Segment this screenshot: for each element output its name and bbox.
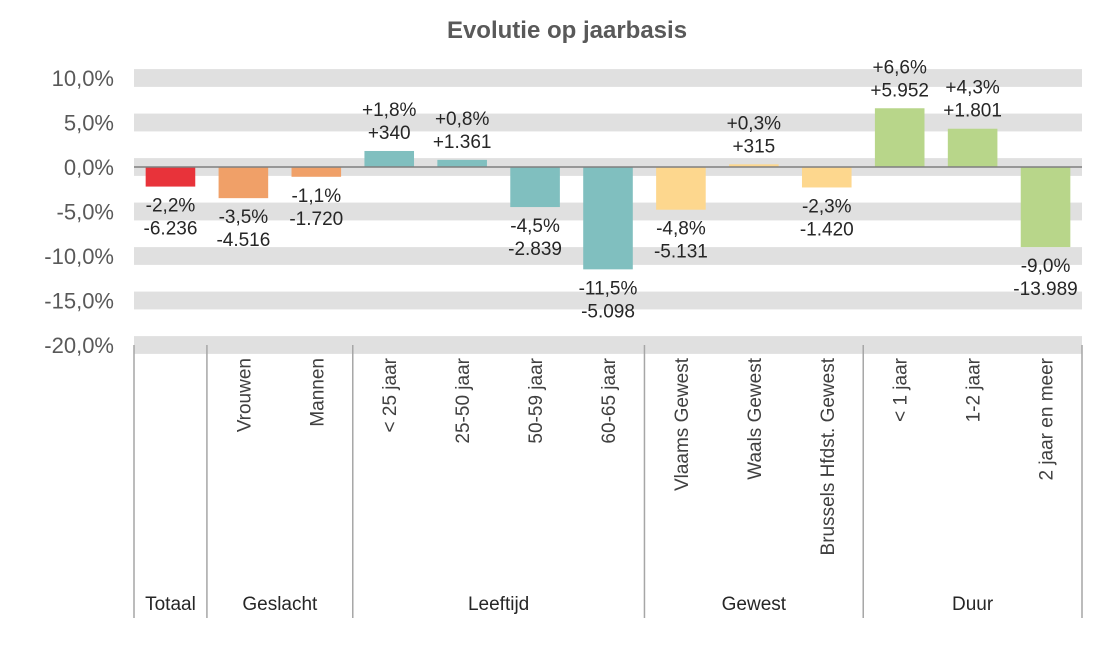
data-label-pct: +1,8% [362, 100, 417, 121]
bar [729, 164, 779, 167]
y-tick-label: -10,0% [44, 244, 114, 269]
grid-band [134, 291, 1082, 310]
group-label: Gewest [722, 594, 787, 615]
category-label: 1-2 jaar [964, 357, 985, 422]
bar [583, 167, 633, 270]
bar [145, 167, 196, 187]
bar [437, 159, 487, 167]
data-label-pct: -4,5% [510, 216, 560, 237]
y-tick-label: -5,0% [57, 200, 114, 225]
data-label-pct: -9,0% [1021, 256, 1071, 277]
bar [510, 167, 560, 208]
bar [801, 167, 852, 188]
category-label: Vlaams Gewest [672, 357, 693, 491]
data-label-pct: -1,1% [291, 186, 341, 207]
data-label-pct: +0,8% [435, 109, 490, 130]
data-label-abs: +1.801 [943, 101, 1002, 122]
data-label-abs: +1.361 [433, 132, 492, 153]
y-tick-label: 0,0% [64, 155, 114, 180]
data-label-pct: -4,8% [656, 219, 706, 240]
bars [145, 108, 1071, 270]
group-label: Geslacht [242, 594, 318, 615]
data-label-abs: +315 [732, 136, 775, 157]
data-label-abs: -1.720 [289, 209, 343, 230]
bar [218, 167, 269, 199]
category-label: Vrouwen [234, 358, 255, 432]
data-label-abs: +5.952 [870, 80, 929, 101]
data-label-pct: -3,5% [219, 207, 269, 228]
category-label: 60-65 jaar [599, 357, 620, 443]
data-label-abs: -2.839 [508, 239, 562, 260]
category-axis: Vrouwen Mannen < 25 jaar 25-50 jaar 50-59 ja… [133, 345, 1083, 618]
category-label: 2 jaar en meer [1037, 357, 1058, 480]
data-label-abs: -6.236 [144, 219, 198, 240]
bar [656, 167, 706, 210]
bar [874, 108, 925, 167]
y-tick-label: -20,0% [44, 333, 114, 358]
data-label-abs: -4.516 [216, 230, 270, 251]
category-label: 50-59 jaar [526, 357, 547, 443]
y-tick-label: 10,0% [52, 66, 114, 91]
category-label: 25-50 jaar [453, 357, 474, 443]
category-label: Waals Gewest [745, 357, 766, 479]
bar [364, 150, 415, 167]
bar [291, 167, 342, 177]
category-label: < 1 jaar [891, 357, 912, 422]
category-label: Mannen [307, 358, 328, 427]
data-labels: -2,2%-6.236-3,5%-4.516-1,1%-1.720+1,8%+3… [144, 57, 1078, 322]
y-tick-label: 5,0% [64, 111, 114, 136]
y-tick-label: -15,0% [44, 289, 114, 314]
grid-band [134, 336, 1082, 354]
data-label-pct: -2,3% [802, 196, 852, 217]
data-label-abs: -5.098 [581, 301, 635, 322]
data-label-abs: -5.131 [654, 242, 708, 263]
data-label-pct: -11,5% [579, 278, 638, 299]
group-label: Duur [952, 594, 994, 615]
category-label: Brussels Hfdst. Gewest [818, 357, 839, 555]
bar [947, 128, 998, 167]
group-label: Leeftijd [468, 594, 529, 615]
data-label-pct: +6,6% [872, 57, 927, 78]
data-label-abs: +340 [368, 123, 411, 144]
bar [1020, 167, 1071, 248]
group-label: Totaal [145, 594, 196, 615]
data-label-pct: -2,2% [146, 196, 196, 217]
category-label: < 25 jaar [380, 357, 401, 432]
data-label-pct: +4,3% [945, 78, 1000, 99]
data-label-abs: -1.420 [800, 219, 854, 240]
grid-band [134, 113, 1082, 132]
y-axis: 10,0% 5,0% 0,0% -5,0% -10,0% -15,0% -20,0% [44, 66, 114, 358]
chart-title: Evolutie op jaarbasis [447, 17, 687, 44]
grid-band [134, 69, 1082, 87]
data-label-abs: -13.989 [1013, 279, 1077, 300]
data-label-pct: +0,3% [727, 113, 782, 134]
